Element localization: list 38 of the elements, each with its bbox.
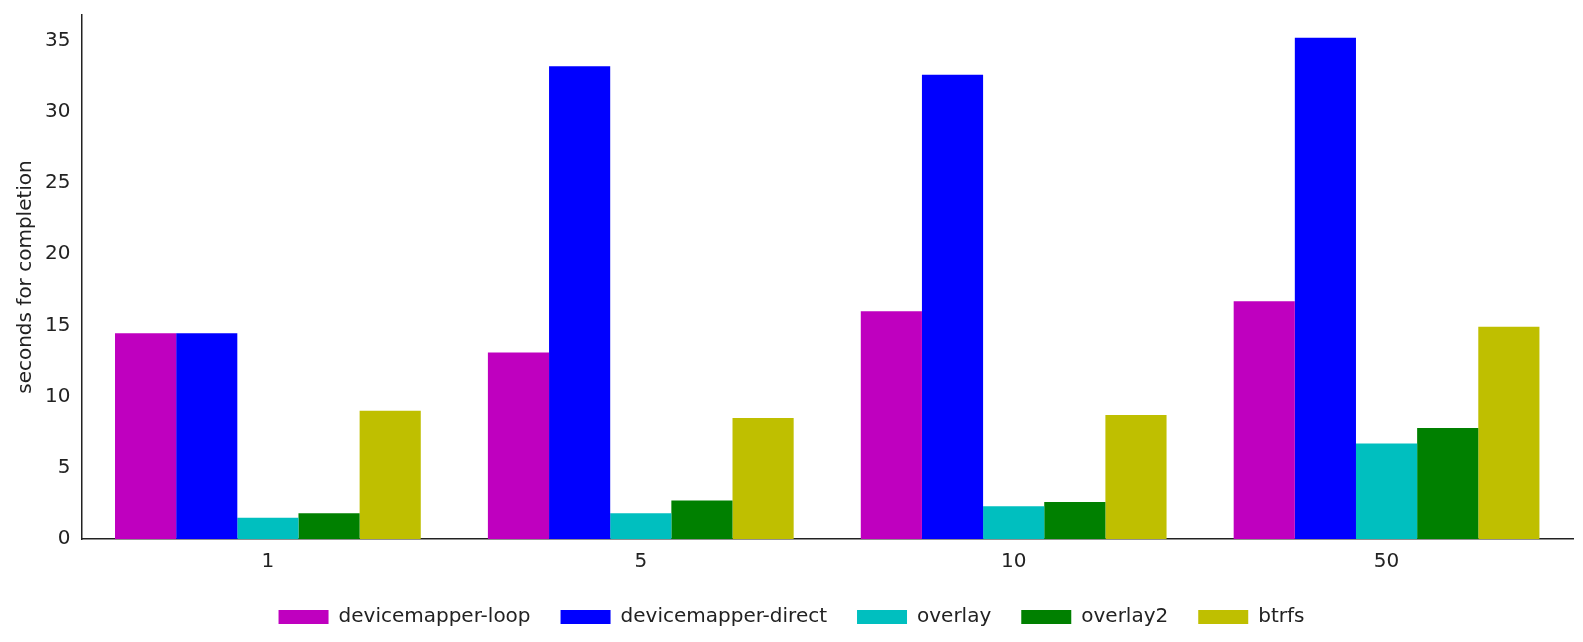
legend-label: devicemapper-direct bbox=[620, 603, 828, 628]
bar bbox=[732, 417, 794, 539]
x-tick-label: 1 bbox=[261, 548, 275, 573]
bar bbox=[921, 74, 984, 539]
legend-label: overlay bbox=[917, 603, 992, 628]
y-tick-label: 25 bbox=[45, 169, 71, 194]
bar bbox=[1294, 37, 1356, 539]
bar bbox=[176, 333, 238, 539]
y-tick-label: 35 bbox=[45, 26, 71, 51]
bar bbox=[610, 513, 672, 539]
x-tick-label: 10 bbox=[1000, 548, 1027, 573]
y-tick-label: 30 bbox=[45, 98, 71, 123]
bar bbox=[1417, 427, 1479, 539]
legend-label: btrfs bbox=[1258, 603, 1305, 628]
bar bbox=[359, 410, 421, 539]
bar bbox=[487, 352, 550, 539]
bar bbox=[671, 500, 733, 539]
y-axis-title: seconds for completion bbox=[12, 160, 37, 394]
bar bbox=[1233, 301, 1295, 539]
y-tick-label: 20 bbox=[45, 240, 71, 265]
legend-label: devicemapper-loop bbox=[338, 603, 531, 628]
bar bbox=[237, 517, 299, 539]
y-tick-label: 5 bbox=[57, 454, 71, 479]
bar bbox=[1355, 443, 1418, 539]
bar bbox=[1105, 415, 1167, 539]
y-tick-label: 10 bbox=[45, 382, 71, 407]
bar bbox=[860, 311, 922, 539]
x-tick-label: 5 bbox=[634, 548, 648, 573]
y-tick-label: 15 bbox=[45, 311, 71, 336]
legend-label: overlay2 bbox=[1081, 603, 1169, 628]
bar bbox=[1044, 501, 1106, 539]
bar bbox=[298, 513, 360, 539]
bar bbox=[1478, 326, 1540, 539]
y-tick-label: 0 bbox=[57, 525, 71, 550]
bar bbox=[983, 506, 1045, 539]
bar bbox=[549, 66, 611, 539]
bar bbox=[115, 333, 177, 539]
x-tick-label: 50 bbox=[1373, 548, 1400, 573]
